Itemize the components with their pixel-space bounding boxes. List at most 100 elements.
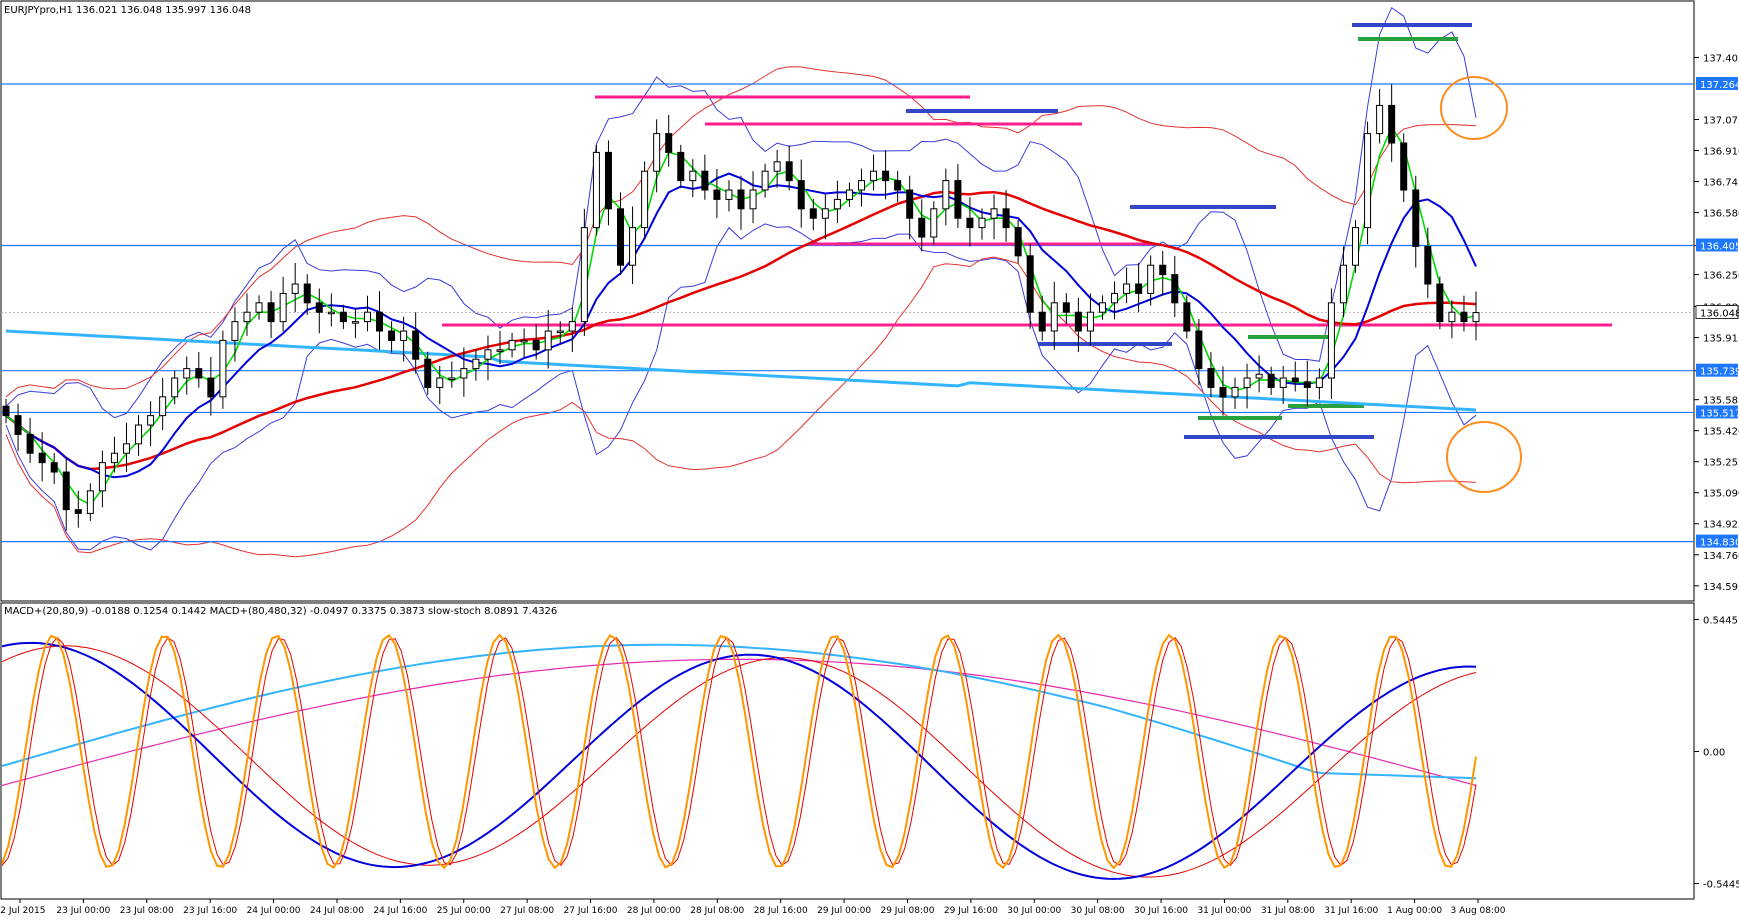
y-tick-label: 137.405 bbox=[1703, 53, 1739, 64]
candle-body bbox=[629, 227, 637, 266]
candle-body bbox=[833, 198, 841, 210]
bollinger-upper bbox=[5, 6, 1477, 419]
candle-body bbox=[363, 311, 371, 323]
candle-body bbox=[1327, 302, 1335, 379]
current-price-label: 136.048 bbox=[1700, 309, 1739, 320]
x-tick-label: 31 Jul 08:00 bbox=[1261, 906, 1315, 916]
y-tick-label: 136.910 bbox=[1703, 147, 1739, 158]
x-tick-label: 28 Jul 00:00 bbox=[627, 906, 681, 916]
red-band-upper bbox=[5, 66, 1477, 398]
candle-body bbox=[448, 377, 456, 381]
x-tick-label: 23 Jul 08:00 bbox=[120, 906, 174, 916]
candle-body bbox=[544, 330, 552, 351]
candle-body bbox=[38, 452, 46, 464]
x-tick-label: 22 Jul 2015 bbox=[0, 906, 45, 916]
candle-body bbox=[303, 283, 311, 304]
candle-body bbox=[207, 377, 215, 398]
candle-body bbox=[110, 452, 118, 464]
candle-body bbox=[1219, 386, 1227, 398]
candle-body bbox=[315, 302, 323, 313]
candle-body bbox=[520, 339, 528, 343]
level-label: 135.739 bbox=[1700, 367, 1739, 378]
candle-body bbox=[98, 462, 106, 492]
x-tick-label: 24 Jul 00:00 bbox=[247, 906, 301, 916]
y-tick-label: 136.580 bbox=[1703, 209, 1739, 220]
candle-body bbox=[1460, 311, 1468, 323]
candle-body bbox=[400, 330, 408, 341]
ind-tick-label: -0.5445 bbox=[1703, 880, 1739, 891]
candle-body bbox=[1376, 104, 1384, 135]
candle-body bbox=[894, 180, 902, 191]
candle-body bbox=[906, 189, 914, 219]
candle-body bbox=[1352, 227, 1360, 266]
candle-body bbox=[1159, 264, 1167, 276]
candle-body bbox=[1315, 377, 1323, 388]
candle-body bbox=[26, 433, 34, 454]
candle-body bbox=[171, 377, 179, 398]
level-label: 135.517 bbox=[1700, 408, 1739, 419]
x-tick-label: 3 Aug 08:00 bbox=[1451, 906, 1506, 916]
candle-body bbox=[1171, 274, 1179, 304]
candle-body bbox=[436, 377, 444, 388]
candle-body bbox=[1339, 264, 1347, 304]
candle-body bbox=[1147, 264, 1155, 294]
candle-body bbox=[773, 161, 781, 172]
candle-body bbox=[857, 180, 865, 191]
candle-body bbox=[460, 368, 468, 379]
candle-body bbox=[351, 321, 359, 324]
candle-body bbox=[1014, 227, 1022, 257]
candle-body bbox=[1195, 330, 1203, 370]
ind-tick-label: 0.00 bbox=[1703, 748, 1725, 759]
time-axis: 22 Jul 2015 23 Jul 00:00 23 Jul 08:00 23 Ju… bbox=[0, 899, 1506, 916]
candle-body bbox=[412, 330, 420, 360]
candle-body bbox=[1303, 381, 1311, 388]
candle-body bbox=[279, 292, 287, 323]
candle-body bbox=[954, 180, 962, 219]
current-price-box bbox=[1695, 305, 1739, 319]
candle-body bbox=[74, 509, 82, 514]
candle-body bbox=[1026, 255, 1034, 313]
candle-body bbox=[86, 490, 94, 514]
candle-body bbox=[424, 358, 432, 388]
candle-body bbox=[1364, 133, 1372, 229]
x-tick-label: 31 Jul 16:00 bbox=[1324, 906, 1378, 916]
candle-body bbox=[255, 302, 263, 313]
macd-short-line bbox=[1, 641, 1477, 880]
candle-body bbox=[1243, 377, 1251, 388]
candle-body bbox=[809, 208, 817, 219]
indicator-title: MACD+(20,80,9) -0.0188 0.1254 0.1442 MAC… bbox=[4, 606, 557, 617]
level-labels: 137.264 136.405 135.739 135.517 134.830 136.0… bbox=[1695, 76, 1739, 549]
support-resistance-marks bbox=[442, 23, 1612, 493]
x-tick-label: 25 Jul 00:00 bbox=[437, 906, 491, 916]
level-label: 137.264 bbox=[1700, 80, 1739, 91]
y-tick-label: 136.250 bbox=[1703, 271, 1739, 282]
candle-body bbox=[930, 208, 938, 238]
candle-body bbox=[749, 189, 757, 210]
candle-body bbox=[785, 161, 793, 182]
x-tick-label: 27 Jul 08:00 bbox=[500, 906, 554, 916]
candle-body bbox=[761, 170, 769, 191]
candle-body bbox=[737, 189, 745, 210]
candle-body bbox=[1412, 189, 1420, 247]
x-tick-label: 28 Jul 16:00 bbox=[754, 906, 808, 916]
macd-long-line bbox=[1, 643, 1477, 780]
candle-body bbox=[1207, 368, 1215, 388]
candle-body bbox=[484, 349, 492, 360]
ind-tick-label: 0.5445 bbox=[1703, 615, 1738, 626]
stoch-line bbox=[1, 633, 1477, 870]
y-tick-label: 136.745 bbox=[1703, 178, 1739, 189]
candle-body bbox=[845, 189, 853, 200]
candle-body bbox=[1111, 292, 1119, 304]
candle-body bbox=[388, 330, 396, 341]
candle-body bbox=[556, 330, 564, 334]
candle-body bbox=[1267, 373, 1275, 388]
candle-body bbox=[1086, 311, 1094, 332]
x-tick-label: 29 Jul 08:00 bbox=[880, 906, 934, 916]
candle-body bbox=[339, 311, 347, 323]
y-tick-label: 134.595 bbox=[1703, 582, 1739, 593]
candle-body bbox=[1050, 302, 1058, 332]
x-tick-label: 31 Jul 00:00 bbox=[1197, 906, 1251, 916]
candle-body bbox=[62, 471, 70, 511]
